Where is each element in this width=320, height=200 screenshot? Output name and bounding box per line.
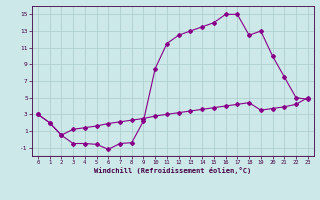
X-axis label: Windchill (Refroidissement éolien,°C): Windchill (Refroidissement éolien,°C)	[94, 167, 252, 174]
